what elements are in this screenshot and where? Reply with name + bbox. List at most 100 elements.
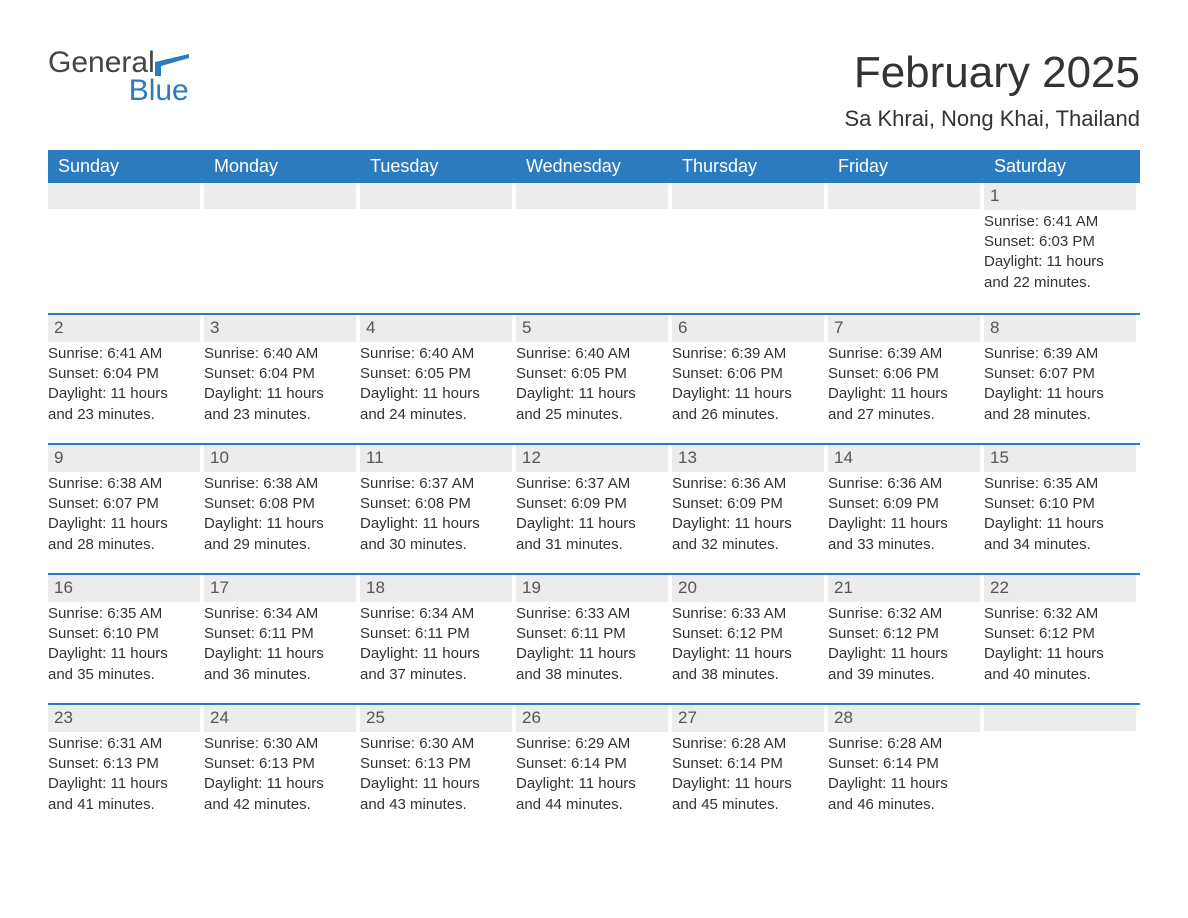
weekday-header: Monday [204, 150, 360, 183]
sunset-text: Sunset: 6:07 PM [984, 364, 1132, 384]
calendar-cell: 24Sunrise: 6:30 AMSunset: 6:13 PMDayligh… [204, 705, 360, 815]
daynum-row: 14 [828, 445, 980, 472]
daynum-row: 13 [672, 445, 824, 472]
daynum-row: 2 [48, 315, 200, 342]
sunset-text: Sunset: 6:03 PM [984, 232, 1132, 252]
calendar-week: 2Sunrise: 6:41 AMSunset: 6:04 PMDaylight… [48, 313, 1140, 443]
calendar-cell: 25Sunrise: 6:30 AMSunset: 6:13 PMDayligh… [360, 705, 516, 815]
daylight-text: Daylight: 11 hours and 36 minutes. [204, 644, 352, 685]
daynum-row: 25 [360, 705, 512, 732]
calendar-cell: 3Sunrise: 6:40 AMSunset: 6:04 PMDaylight… [204, 315, 360, 425]
sunrise-text: Sunrise: 6:36 AM [672, 474, 820, 494]
daynum-row: 21 [828, 575, 980, 602]
cell-body: Sunrise: 6:36 AMSunset: 6:09 PMDaylight:… [828, 474, 980, 555]
sunset-text: Sunset: 6:04 PM [204, 364, 352, 384]
day-number: 28 [828, 705, 859, 732]
sunset-text: Sunset: 6:13 PM [48, 754, 196, 774]
day-number: 5 [516, 315, 537, 342]
cell-body: Sunrise: 6:35 AMSunset: 6:10 PMDaylight:… [48, 604, 200, 685]
sunrise-text: Sunrise: 6:30 AM [204, 734, 352, 754]
logo-word2: Blue [48, 76, 189, 106]
weekday-header: Thursday [672, 150, 828, 183]
cell-body: Sunrise: 6:31 AMSunset: 6:13 PMDaylight:… [48, 734, 200, 815]
daynum-row: 22 [984, 575, 1136, 602]
sunset-text: Sunset: 6:11 PM [204, 624, 352, 644]
daylight-text: Daylight: 11 hours and 34 minutes. [984, 514, 1132, 555]
day-number: 25 [360, 705, 391, 732]
daylight-text: Daylight: 11 hours and 33 minutes. [828, 514, 976, 555]
sunset-text: Sunset: 6:12 PM [672, 624, 820, 644]
cell-body: Sunrise: 6:29 AMSunset: 6:14 PMDaylight:… [516, 734, 668, 815]
sunrise-text: Sunrise: 6:28 AM [828, 734, 976, 754]
calendar-cell [204, 183, 360, 295]
sunset-text: Sunset: 6:09 PM [672, 494, 820, 514]
day-number: 10 [204, 445, 235, 472]
daynum-row: 1 [984, 183, 1136, 210]
day-number: 26 [516, 705, 547, 732]
weekday-header-row: SundayMondayTuesdayWednesdayThursdayFrid… [48, 150, 1140, 183]
calendar-cell: 22Sunrise: 6:32 AMSunset: 6:12 PMDayligh… [984, 575, 1140, 685]
cell-body: Sunrise: 6:34 AMSunset: 6:11 PMDaylight:… [204, 604, 356, 685]
cell-body: Sunrise: 6:37 AMSunset: 6:08 PMDaylight:… [360, 474, 512, 555]
sunrise-text: Sunrise: 6:38 AM [48, 474, 196, 494]
daylight-text: Daylight: 11 hours and 37 minutes. [360, 644, 508, 685]
sunset-text: Sunset: 6:08 PM [360, 494, 508, 514]
calendar-cell: 2Sunrise: 6:41 AMSunset: 6:04 PMDaylight… [48, 315, 204, 425]
sunset-text: Sunset: 6:05 PM [360, 364, 508, 384]
daynum-row: 27 [672, 705, 824, 732]
cell-body: Sunrise: 6:40 AMSunset: 6:05 PMDaylight:… [360, 344, 512, 425]
daylight-text: Daylight: 11 hours and 41 minutes. [48, 774, 196, 815]
cell-body: Sunrise: 6:38 AMSunset: 6:07 PMDaylight:… [48, 474, 200, 555]
day-number: 20 [672, 575, 703, 602]
cell-body: Sunrise: 6:39 AMSunset: 6:07 PMDaylight:… [984, 344, 1136, 425]
daylight-text: Daylight: 11 hours and 25 minutes. [516, 384, 664, 425]
day-number: 13 [672, 445, 703, 472]
daylight-text: Daylight: 11 hours and 46 minutes. [828, 774, 976, 815]
daynum-row: 20 [672, 575, 824, 602]
cell-body: Sunrise: 6:32 AMSunset: 6:12 PMDaylight:… [828, 604, 980, 685]
calendar-cell: 15Sunrise: 6:35 AMSunset: 6:10 PMDayligh… [984, 445, 1140, 555]
calendar-cell: 14Sunrise: 6:36 AMSunset: 6:09 PMDayligh… [828, 445, 984, 555]
calendar-week: 1Sunrise: 6:41 AMSunset: 6:03 PMDaylight… [48, 183, 1140, 313]
cell-body: Sunrise: 6:33 AMSunset: 6:12 PMDaylight:… [672, 604, 824, 685]
daylight-text: Daylight: 11 hours and 29 minutes. [204, 514, 352, 555]
sunset-text: Sunset: 6:08 PM [204, 494, 352, 514]
day-number: 18 [360, 575, 391, 602]
sunrise-text: Sunrise: 6:41 AM [984, 212, 1132, 232]
calendar-cell: 10Sunrise: 6:38 AMSunset: 6:08 PMDayligh… [204, 445, 360, 555]
day-number: 1 [984, 183, 1005, 210]
sunrise-text: Sunrise: 6:41 AM [48, 344, 196, 364]
sunrise-text: Sunrise: 6:32 AM [828, 604, 976, 624]
cell-body: Sunrise: 6:30 AMSunset: 6:13 PMDaylight:… [360, 734, 512, 815]
sunset-text: Sunset: 6:04 PM [48, 364, 196, 384]
calendar-cell [984, 705, 1140, 815]
calendar-cell: 12Sunrise: 6:37 AMSunset: 6:09 PMDayligh… [516, 445, 672, 555]
daylight-text: Daylight: 11 hours and 43 minutes. [360, 774, 508, 815]
daylight-text: Daylight: 11 hours and 23 minutes. [48, 384, 196, 425]
daylight-text: Daylight: 11 hours and 23 minutes. [204, 384, 352, 425]
weeks-container: 1Sunrise: 6:41 AMSunset: 6:03 PMDaylight… [48, 183, 1140, 833]
calendar-cell: 28Sunrise: 6:28 AMSunset: 6:14 PMDayligh… [828, 705, 984, 815]
sunset-text: Sunset: 6:11 PM [516, 624, 664, 644]
month-title: February 2025 [844, 48, 1140, 98]
daynum-row [360, 183, 512, 209]
day-number: 21 [828, 575, 859, 602]
calendar-cell [672, 183, 828, 295]
day-number: 22 [984, 575, 1015, 602]
sunrise-text: Sunrise: 6:39 AM [672, 344, 820, 364]
sunrise-text: Sunrise: 6:28 AM [672, 734, 820, 754]
sunset-text: Sunset: 6:09 PM [828, 494, 976, 514]
sunrise-text: Sunrise: 6:38 AM [204, 474, 352, 494]
daynum-row: 11 [360, 445, 512, 472]
day-number: 15 [984, 445, 1015, 472]
daynum-row [48, 183, 200, 209]
sunrise-text: Sunrise: 6:33 AM [672, 604, 820, 624]
cell-body: Sunrise: 6:41 AMSunset: 6:04 PMDaylight:… [48, 344, 200, 425]
calendar-cell [828, 183, 984, 295]
calendar-cell: 4Sunrise: 6:40 AMSunset: 6:05 PMDaylight… [360, 315, 516, 425]
daynum-row: 24 [204, 705, 356, 732]
sunrise-text: Sunrise: 6:39 AM [984, 344, 1132, 364]
sunrise-text: Sunrise: 6:40 AM [516, 344, 664, 364]
sunrise-text: Sunrise: 6:32 AM [984, 604, 1132, 624]
day-number: 12 [516, 445, 547, 472]
